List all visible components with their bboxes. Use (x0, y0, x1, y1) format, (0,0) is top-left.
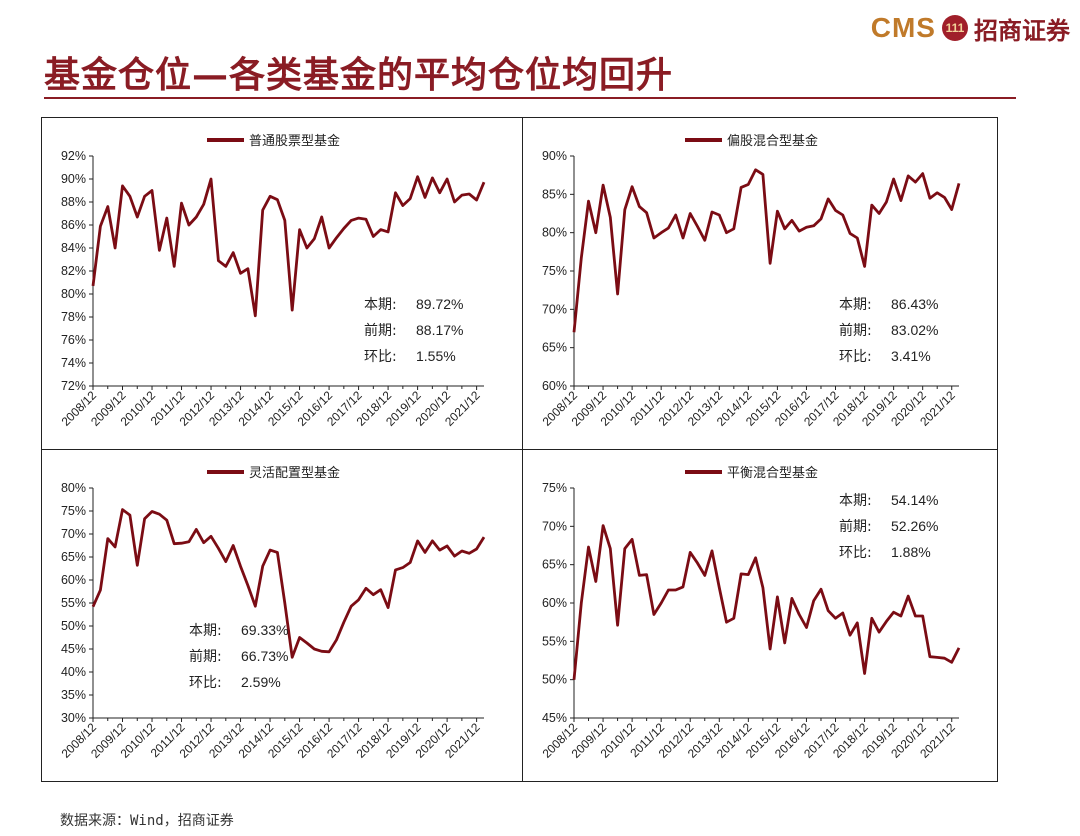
y-tick-label: 75% (61, 504, 86, 518)
annotation-label: 前期: (839, 322, 872, 339)
chart-panel-flexible: 30% 35% 40% 45% 50% 55% 60% 65% 70% 75% 80% 2008/12… (41, 449, 523, 782)
logo-cms-text: CMS (870, 12, 936, 43)
annotation-label: 环比: (364, 349, 397, 365)
y-tick-label: 65% (542, 558, 567, 572)
y-tick-label: 60% (542, 596, 567, 610)
annotation-label: 本期: (189, 623, 222, 639)
series-line (91, 508, 486, 659)
y-tick-label: 90% (542, 149, 567, 163)
series-line (572, 168, 961, 333)
legend-label: 偏股混合型基金 (727, 133, 818, 149)
annotation-value: 1.55% (416, 348, 456, 364)
y-tick-label: 82% (61, 264, 86, 278)
y-tick-label: 35% (61, 688, 86, 702)
chart-stock: 72%74%76%78%80%82%84%86%88%90%92%2008/12… (59, 133, 486, 429)
y-tick-label: 76% (61, 333, 86, 347)
brand-logo: CMS 111 招商证券 (871, 10, 1070, 46)
annotation-value: 89.72% (416, 296, 463, 312)
annotation-value: 66.73% (241, 648, 288, 664)
y-tick-label: 85% (542, 187, 567, 201)
chart-panel-partial-equity: 60% 65% 70% 75% 80% 85% 90% 2008/12 2009/12 2010/… (522, 117, 998, 450)
chart-flexible: 30%35%40%45%50%55%60%65%70%75%80%2008/12… (59, 465, 486, 761)
y-tick-label: 70% (542, 519, 567, 533)
annotation-label: 前期: (189, 648, 222, 665)
annotation-label: 本期: (839, 297, 872, 313)
y-tick-label: 80% (61, 481, 86, 495)
annotation-value: 88.17% (416, 322, 463, 338)
source-note: 数据来源：Wind，招商证券 (60, 813, 234, 829)
annotation-label: 本期: (839, 493, 872, 509)
y-tick-label: 65% (61, 550, 86, 564)
y-tick-label: 75% (542, 264, 567, 278)
annotation-label: 前期: (839, 518, 872, 535)
annotation-value: 83.02% (891, 322, 938, 338)
y-tick-label: 50% (61, 619, 86, 633)
y-tick-label: 65% (542, 341, 567, 355)
y-tick-label: 74% (61, 356, 86, 370)
y-tick-label: 75% (542, 481, 567, 495)
annotation-label: 环比: (839, 545, 872, 561)
annotation-value: 54.14% (891, 492, 938, 508)
series-line (572, 524, 961, 680)
y-tick-label: 50% (542, 673, 567, 687)
title-divider (44, 97, 1016, 99)
chart-balanced: 45%50%55%60%65%70%75%2008/122009/122010/… (540, 465, 961, 761)
logo-cn-text: 招商证券 (974, 15, 1070, 45)
y-tick-label: 40% (61, 665, 86, 679)
y-tick-label: 70% (542, 302, 567, 316)
annotation-value: 52.26% (891, 518, 938, 534)
series-line (91, 175, 486, 318)
y-tick-label: 86% (61, 218, 86, 232)
annotation-value: 69.33% (241, 622, 288, 638)
y-tick-label: 72% (61, 379, 86, 393)
y-tick-label: 78% (61, 310, 86, 324)
y-tick-label: 88% (61, 195, 86, 209)
y-tick-label: 90% (61, 172, 86, 186)
annotation-label: 环比: (189, 675, 222, 691)
annotation-label: 前期: (364, 322, 397, 339)
legend-label: 平衡混合型基金 (727, 465, 818, 481)
chart-partial-equity: 60%65%70%75%80%85%90%2008/122009/122010/… (540, 133, 961, 429)
y-tick-label: 70% (61, 527, 86, 541)
y-tick-label: 84% (61, 241, 86, 255)
legend-label: 普通股票型基金 (249, 133, 340, 149)
chart-panel-stock: 72% 74% 76% 78% 80% 82% 84% 86% 88% 90% 92% 2008/12… (41, 117, 523, 450)
annotation-value: 3.41% (891, 348, 931, 364)
chart-panel-balanced: 45% 50% 55% 60% 65% 70% 75% 2008/12 2009/12 2010/… (522, 449, 998, 782)
y-tick-label: 45% (542, 711, 567, 725)
y-tick-label: 30% (61, 711, 86, 725)
y-tick-label: 92% (61, 149, 86, 163)
logo-badge-icon: 111 (942, 15, 968, 41)
annotation-label: 环比: (839, 349, 872, 365)
y-tick-label: 60% (542, 379, 567, 393)
y-tick-label: 55% (542, 634, 567, 648)
y-tick-label: 80% (542, 226, 567, 240)
y-tick-label: 45% (61, 642, 86, 656)
y-tick-label: 80% (61, 287, 86, 301)
page-title: 基金仓位—各类基金的平均仓位均回升 (44, 54, 674, 96)
legend-label: 灵活配置型基金 (249, 465, 340, 481)
annotation-value: 86.43% (891, 296, 938, 312)
annotation-label: 本期: (364, 297, 397, 313)
annotation-value: 2.59% (241, 674, 281, 690)
y-tick-label: 60% (61, 573, 86, 587)
y-tick-label: 55% (61, 596, 86, 610)
annotation-value: 1.88% (891, 544, 931, 560)
